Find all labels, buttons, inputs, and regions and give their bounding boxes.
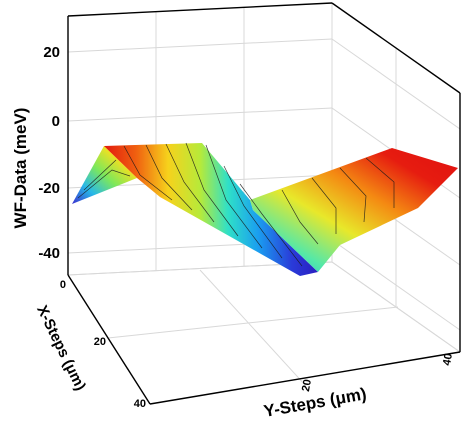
y-steps-tick-label: 40 bbox=[441, 352, 455, 366]
z-tick-labels: 20 0 -20 -40 bbox=[38, 44, 60, 262]
x-steps-axis-title: X-Steps (μm) bbox=[33, 303, 89, 394]
contour-line bbox=[365, 157, 395, 208]
surface-right-wing bbox=[250, 148, 458, 272]
y-steps-tick-label: 20 bbox=[300, 378, 314, 392]
contour-line bbox=[339, 167, 367, 223]
contour-line bbox=[239, 183, 303, 267]
z-tick-label: 0 bbox=[52, 113, 60, 130]
contour-line bbox=[77, 169, 131, 199]
grid-line bbox=[67, 38, 333, 53]
y-steps-axis-title: Y-Steps (μm) bbox=[262, 384, 368, 421]
floor bbox=[67, 261, 462, 405]
x-steps-tick-label: 0 bbox=[60, 279, 66, 291]
contour-line bbox=[145, 144, 193, 211]
grid-line bbox=[107, 306, 399, 339]
x-steps-tick-labels: 0 20 40 bbox=[60, 279, 146, 410]
top-edge-line bbox=[67, 2, 333, 17]
contour-line bbox=[123, 145, 173, 201]
x-steps-tick-label: 40 bbox=[134, 398, 146, 410]
z-axis-title: WF-Data (meV) bbox=[11, 108, 30, 229]
contour-line bbox=[205, 144, 263, 249]
contour-line bbox=[83, 159, 117, 191]
grid-line bbox=[67, 107, 333, 122]
y-steps-axis-line bbox=[149, 351, 461, 405]
grid-line bbox=[199, 269, 307, 387]
y-steps-tick-labels: 20 40 bbox=[300, 352, 455, 392]
x-steps-axis-line bbox=[67, 274, 151, 405]
surface-middle-band bbox=[104, 143, 318, 276]
contour-line bbox=[311, 177, 337, 234]
top-right-edge-line bbox=[331, 2, 461, 94]
contour-line bbox=[223, 165, 283, 259]
x-steps-tick-label: 20 bbox=[94, 336, 106, 348]
z-tick-label: -40 bbox=[38, 245, 60, 262]
z-tick-label: 20 bbox=[43, 44, 60, 61]
contour-line bbox=[185, 142, 239, 237]
surface-plot bbox=[72, 142, 458, 276]
z-tick-label: -20 bbox=[38, 180, 60, 197]
contour-line bbox=[281, 189, 319, 245]
contour-line bbox=[165, 143, 215, 223]
